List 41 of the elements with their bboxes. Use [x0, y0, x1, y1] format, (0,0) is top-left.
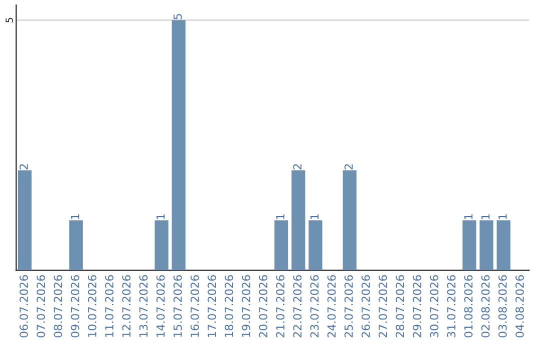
x-tick-label: 02.08.2026 [481, 275, 490, 338]
x-tick-label: 25.07.2026 [344, 275, 353, 338]
x-tick-label: 22.07.2026 [293, 275, 302, 338]
data-label: 1 [481, 214, 490, 220]
data-label: 1 [71, 214, 80, 220]
x-tick-label: 31.07.2026 [447, 275, 456, 338]
x-tick-label: 24.07.2026 [327, 275, 336, 338]
data-label: 2 [344, 164, 353, 170]
data-label: 5 [174, 14, 182, 20]
data-label: 1 [310, 214, 319, 220]
x-tick-label: 03.08.2026 [498, 275, 507, 338]
x-tick-label: 07.07.2026 [36, 275, 46, 338]
x-tick-label: 15.07.2026 [173, 275, 182, 337]
x-tick-label: 28.07.2026 [396, 275, 404, 338]
x-tick-label: 06.07.2026 [20, 275, 28, 338]
x-tick-label: 30.07.2026 [430, 275, 438, 338]
x-tick-label: 23.07.2026 [310, 275, 319, 338]
x-tick-label: 17.07.2026 [208, 275, 216, 337]
data-label: 2 [20, 164, 28, 170]
data-label: 2 [293, 164, 302, 170]
data-label: 1 [276, 214, 284, 220]
data-label: 1 [498, 214, 507, 220]
x-tick-label: 19.07.2026 [242, 275, 250, 337]
x-tick-label: 16.07.2026 [190, 275, 199, 337]
x-tick-label: 18.07.2026 [224, 275, 234, 337]
x-tick-label: 20.07.2026 [258, 275, 268, 338]
data-label: 1 [464, 214, 472, 220]
x-tick-label: 13.07.2026 [139, 275, 148, 337]
x-tick-label: 12.07.2026 [122, 275, 131, 337]
x-tick-label: 10.07.2026 [88, 275, 96, 337]
x-tick-label: 11.07.2026 [105, 275, 114, 337]
x-tick-label: 14.07.2026 [156, 275, 165, 337]
x-tick-label: 01.08.2026 [464, 275, 473, 338]
x-tick-label: 09.07.2026 [70, 275, 80, 338]
x-tick-label: 08.07.2026 [54, 275, 62, 338]
x-tick-label: 26.07.2026 [362, 275, 370, 338]
x-tick-label: 27.07.2026 [378, 275, 388, 338]
data-label: 1 [156, 214, 165, 220]
x-tick-label: 04.08.2026 [515, 275, 524, 338]
x-tick-label: 21.07.2026 [276, 275, 284, 338]
x-tick-label: 29.07.2026 [412, 275, 422, 338]
